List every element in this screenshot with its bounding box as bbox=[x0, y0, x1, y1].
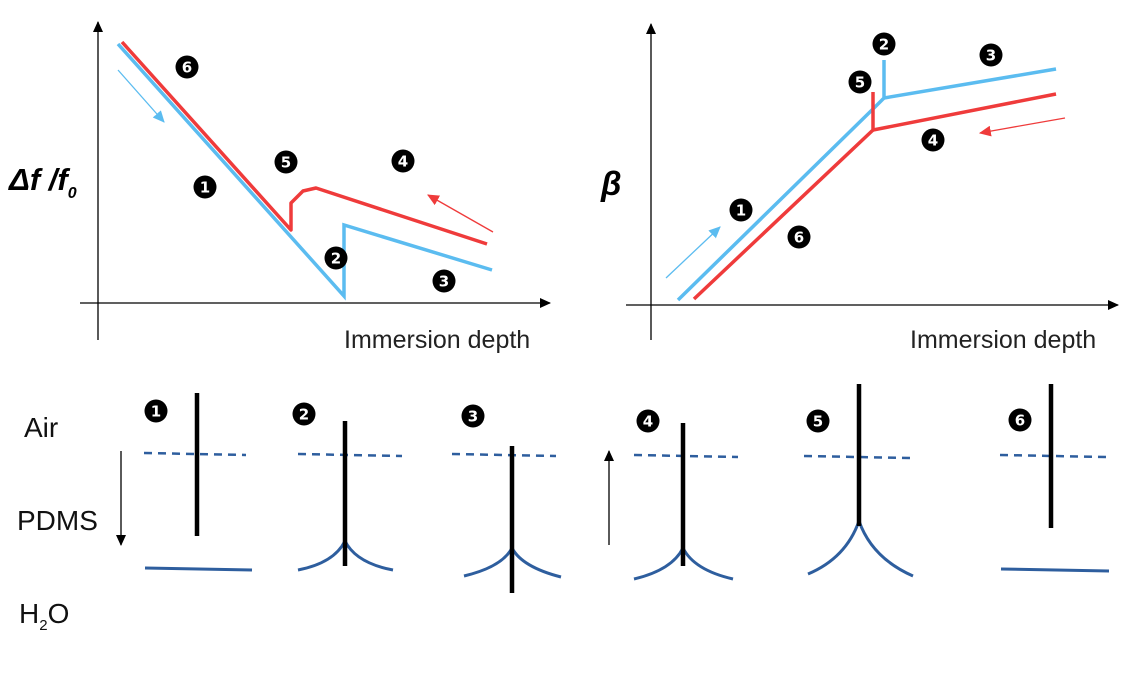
svg-text:2: 2 bbox=[879, 36, 889, 54]
left-withdrawal-direction-arrow bbox=[427, 194, 494, 233]
svg-text:3: 3 bbox=[439, 273, 449, 291]
right-immersion-direction-arrow bbox=[665, 226, 721, 279]
svg-text:5: 5 bbox=[813, 413, 823, 431]
svg-text:3: 3 bbox=[986, 47, 996, 65]
air-pdms-interface bbox=[297, 452, 403, 458]
right-withdrawal-curve-upper bbox=[872, 92, 1057, 132]
right-step-badge-3: 3 bbox=[979, 43, 1003, 67]
schematic-panel-5: 5 bbox=[803, 384, 914, 578]
left-immersion-curve bbox=[116, 42, 493, 301]
air-pdms-interface bbox=[633, 453, 739, 459]
air-label: Air bbox=[24, 412, 58, 443]
svg-text:1: 1 bbox=[200, 179, 210, 197]
layer-schematic: Air PDMS H2O 1 2 3 bbox=[17, 384, 1110, 634]
svg-text:6: 6 bbox=[182, 59, 192, 77]
pdms-water-meniscus bbox=[807, 516, 914, 578]
left-immersion-direction-arrow bbox=[117, 69, 165, 123]
step-badge-4: 4 bbox=[636, 409, 660, 433]
svg-text:5: 5 bbox=[855, 74, 865, 92]
left-step-badge-5: 5 bbox=[274, 150, 298, 174]
left-x-axis-label: Immersion depth bbox=[344, 326, 530, 354]
schematic-panel-4: 4 bbox=[633, 409, 739, 581]
air-pdms-interface bbox=[143, 451, 247, 457]
left-step-badge-2: 2 bbox=[324, 246, 348, 270]
left-step-badge-6: 6 bbox=[175, 55, 199, 79]
right-immersion-curve bbox=[676, 60, 886, 302]
right-step-badge-4: 4 bbox=[921, 128, 945, 152]
left-plot: Δf /f0 Immersion depth 6 1 5 4 2 3 bbox=[8, 21, 551, 354]
svg-text:2: 2 bbox=[331, 250, 341, 268]
schematic-panel-1: 1 bbox=[143, 393, 253, 572]
svg-text:4: 4 bbox=[643, 413, 653, 431]
svg-text:1: 1 bbox=[736, 202, 746, 220]
right-step-badge-5: 5 bbox=[848, 70, 872, 94]
schematic-panel-3: 3 bbox=[451, 404, 562, 593]
left-step-badge-4: 4 bbox=[391, 149, 415, 173]
right-x-axis-label: Immersion depth bbox=[910, 326, 1096, 354]
h2o-label: H2O bbox=[19, 598, 69, 634]
step-badge-6: 6 bbox=[1008, 408, 1032, 432]
air-pdms-interface bbox=[451, 452, 557, 458]
pdms-label: PDMS bbox=[17, 505, 98, 536]
left-step-badge-1: 1 bbox=[193, 175, 217, 199]
schematic-panel-6: 6 bbox=[999, 384, 1110, 573]
svg-text:4: 4 bbox=[398, 153, 408, 171]
svg-text:6: 6 bbox=[1015, 412, 1025, 430]
air-pdms-interface bbox=[803, 454, 911, 460]
right-immersion-curve-upper bbox=[883, 67, 1057, 100]
step-badge-5: 5 bbox=[806, 409, 830, 433]
right-plot: β Immersion depth 2 3 5 4 1 6 bbox=[600, 23, 1119, 354]
step-badge-2: 2 bbox=[292, 402, 316, 426]
right-y-axis-label: β bbox=[600, 165, 621, 202]
right-withdrawal-direction-arrow bbox=[978, 117, 1066, 137]
svg-text:1: 1 bbox=[151, 403, 161, 421]
right-step-badge-6: 6 bbox=[787, 225, 811, 249]
left-y-axis-label: Δf /f0 bbox=[8, 162, 77, 202]
left-step-badge-3: 3 bbox=[432, 269, 456, 293]
air-pdms-interface bbox=[999, 453, 1107, 459]
pdms-water-interface bbox=[1000, 567, 1110, 573]
pdms-water-interface bbox=[144, 566, 253, 572]
svg-text:2: 2 bbox=[299, 406, 309, 424]
step-badge-3: 3 bbox=[461, 404, 485, 428]
svg-text:6: 6 bbox=[794, 229, 804, 247]
right-step-badge-2: 2 bbox=[872, 32, 896, 56]
right-step-badge-1: 1 bbox=[729, 198, 753, 222]
svg-text:5: 5 bbox=[281, 154, 291, 172]
svg-text:3: 3 bbox=[468, 408, 478, 426]
step-badge-1: 1 bbox=[144, 399, 168, 423]
schematic-panel-2: 2 bbox=[292, 402, 403, 572]
left-withdrawal-curve bbox=[120, 40, 488, 246]
svg-text:4: 4 bbox=[928, 132, 938, 150]
